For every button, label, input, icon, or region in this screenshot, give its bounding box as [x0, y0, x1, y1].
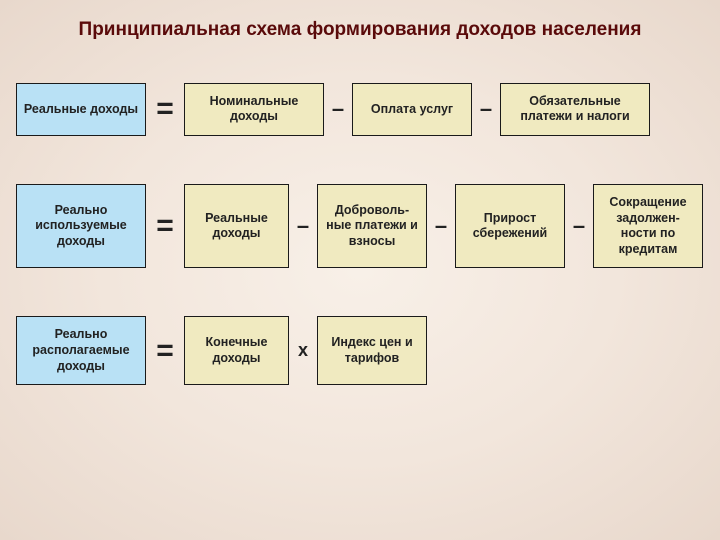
equation-row: Реально используемые доходы=Реальные дох… [16, 184, 704, 269]
minus-operator: – [478, 83, 494, 136]
page: Принципиальная схема формирования доходо… [0, 0, 720, 540]
term-box: Обязательные платежи и налоги [500, 83, 650, 136]
minus-operator: – [571, 184, 587, 269]
term-box: Доброволь-ные платежи и взносы [317, 184, 427, 269]
lhs-box: Реальные доходы [16, 83, 146, 136]
lhs-box: Реально используемые доходы [16, 184, 146, 269]
multiply-operator: x [295, 316, 311, 385]
term-box: Конечные доходы [184, 316, 289, 385]
equals-operator: = [152, 184, 178, 269]
minus-operator: – [295, 184, 311, 269]
term-box: Оплата услуг [352, 83, 472, 136]
minus-operator: – [330, 83, 346, 136]
term-box: Индекс цен и тарифов [317, 316, 427, 385]
equation-row: Реально располагаемые доходы=Конечные до… [16, 316, 704, 385]
term-box: Сокращение задолжен-ности по кредитам [593, 184, 703, 269]
page-title: Принципиальная схема формирования доходо… [0, 0, 720, 83]
minus-operator: – [433, 184, 449, 269]
lhs-box: Реально располагаемые доходы [16, 316, 146, 385]
equals-operator: = [152, 316, 178, 385]
equation-rows: Реальные доходы=Номинальные доходы–Оплат… [0, 83, 720, 386]
term-box: Прирост сбережений [455, 184, 565, 269]
term-box: Номинальные доходы [184, 83, 324, 136]
term-box: Реальные доходы [184, 184, 289, 269]
equals-operator: = [152, 83, 178, 136]
equation-row: Реальные доходы=Номинальные доходы–Оплат… [16, 83, 704, 136]
